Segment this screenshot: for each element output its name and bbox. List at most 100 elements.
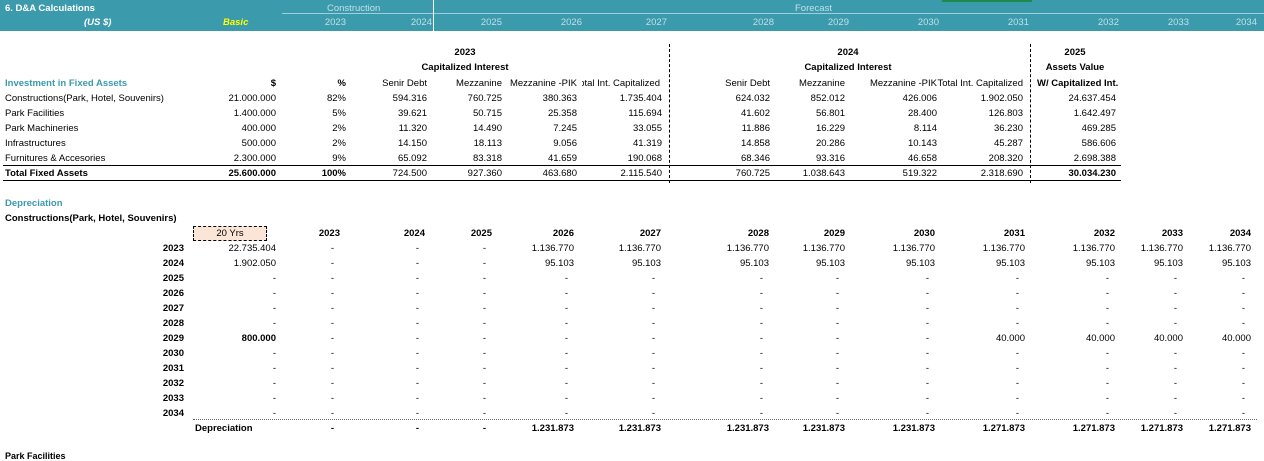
dep-cell: - bbox=[482, 393, 486, 404]
dep-cell: - bbox=[759, 288, 763, 299]
dep-cell: - bbox=[482, 408, 486, 419]
dep-cell: 95.103 bbox=[815, 258, 845, 269]
dep-cell: - bbox=[925, 303, 929, 314]
cap-int-2023: Capitalized Interest bbox=[421, 62, 509, 73]
dep-cell: - bbox=[759, 318, 763, 329]
cap-int-2024: Capitalized Interest bbox=[804, 62, 892, 73]
header-year: 2025 bbox=[480, 17, 502, 28]
forecast-label: Forecast bbox=[795, 3, 832, 14]
total-pct: 100% bbox=[321, 168, 346, 179]
dep-cell: - bbox=[330, 408, 334, 419]
header-year: 2030 bbox=[917, 17, 939, 28]
sub-header-2023: Mezzanine -PIK bbox=[509, 78, 577, 89]
dep-cell: - bbox=[759, 363, 763, 374]
dep-base-value: 800.000 bbox=[241, 333, 276, 344]
currency-label: (US $) bbox=[84, 17, 112, 28]
header-year: 2032 bbox=[1097, 17, 1119, 28]
dep-cell: - bbox=[482, 318, 486, 329]
dep-cell: 1.136.770 bbox=[726, 243, 769, 254]
total-assets-value: 30.034.230 bbox=[1068, 168, 1116, 179]
cap-int-2024-value: 14.858 bbox=[740, 138, 770, 149]
dep-cell: - bbox=[1105, 303, 1109, 314]
dep-cell: - bbox=[1105, 393, 1109, 404]
asset-pct: 5% bbox=[332, 108, 346, 119]
dep-cell: - bbox=[1105, 288, 1109, 299]
dep-cell: - bbox=[1241, 273, 1245, 284]
dep-cell: - bbox=[1105, 378, 1109, 389]
dep-cell: - bbox=[415, 378, 419, 389]
sheet-title: 6. D&A Calculations bbox=[5, 3, 95, 14]
dep-cell: - bbox=[1173, 288, 1177, 299]
dep-cell: 1.136.770 bbox=[802, 243, 845, 254]
dep-cell: - bbox=[564, 333, 568, 344]
dep-cell: 95.103 bbox=[1153, 258, 1183, 269]
dep-vintage-year: 2029 bbox=[162, 333, 184, 344]
dep-cell: - bbox=[482, 288, 486, 299]
header-year: 2026 bbox=[560, 17, 582, 28]
dep-year-header: 2030 bbox=[913, 228, 935, 239]
dep-cell: - bbox=[330, 348, 334, 359]
cap-int-2024-value: 93.316 bbox=[815, 153, 845, 164]
cap-int-2023-value: 190.068 bbox=[627, 153, 662, 164]
dep-cell: - bbox=[482, 363, 486, 374]
dep-cell: - bbox=[651, 378, 655, 389]
dep-cell: - bbox=[482, 273, 486, 284]
dep-cell: - bbox=[1015, 408, 1019, 419]
cap-int-2024-value: 208.320 bbox=[988, 153, 1023, 164]
cap-int-2023-value: 14.150 bbox=[397, 138, 427, 149]
asset-amount: 400.000 bbox=[241, 123, 276, 134]
dep-cell: 1.136.770 bbox=[618, 243, 661, 254]
dep-cell: - bbox=[651, 288, 655, 299]
dep-cell: - bbox=[415, 408, 419, 419]
dep-vintage-year: 2028 bbox=[162, 318, 184, 329]
dep-cell: - bbox=[415, 393, 419, 404]
dep-cell: - bbox=[1173, 393, 1177, 404]
useful-life-input[interactable]: 20 Yrs bbox=[193, 226, 267, 241]
dep-cell: - bbox=[1241, 408, 1245, 419]
dep-cell: - bbox=[651, 363, 655, 374]
col-pct: % bbox=[337, 78, 346, 89]
dep-base-value: 22.735.404 bbox=[228, 243, 276, 254]
dep-total-cell: 1.231.873 bbox=[726, 423, 769, 434]
dep-cell: - bbox=[835, 348, 839, 359]
dep-cell: - bbox=[1105, 273, 1109, 284]
inv-year-2024: 2024 bbox=[837, 47, 859, 58]
asset-name: Park Machineries bbox=[5, 123, 79, 134]
dep-cell: - bbox=[651, 408, 655, 419]
dep-year-header: 2023 bbox=[318, 228, 340, 239]
dep-cell: - bbox=[415, 333, 419, 344]
dep-cell: 95.103 bbox=[544, 258, 574, 269]
dep-cell: - bbox=[925, 333, 929, 344]
dep-year-header: 2026 bbox=[552, 228, 574, 239]
dep-total-cell: 1.231.873 bbox=[618, 423, 661, 434]
total-top-border bbox=[3, 165, 1121, 166]
scenario-label[interactable]: Basic bbox=[223, 17, 249, 28]
investment-title: Investment in Fixed Assets bbox=[5, 78, 128, 89]
cap-int-2024-value: 1.902.050 bbox=[980, 93, 1023, 104]
dep-cell: 95.103 bbox=[631, 258, 661, 269]
dep-cell: - bbox=[482, 243, 486, 254]
dep-cell: - bbox=[1173, 303, 1177, 314]
dep-total-cell: 1.231.873 bbox=[531, 423, 574, 434]
cap-int-2024-value: 624.032 bbox=[735, 93, 770, 104]
cap-int-2024-value: 10.143 bbox=[907, 138, 937, 149]
cap-int-2023-value: 39.621 bbox=[397, 108, 427, 119]
construction-bracket bbox=[282, 13, 433, 14]
dep-cell: - bbox=[1241, 318, 1245, 329]
cap-int-2023-value: 83.318 bbox=[472, 153, 502, 164]
cap-int-2023-value: 380.363 bbox=[542, 93, 577, 104]
dep-total-cell: - bbox=[330, 423, 334, 434]
cap-int-2023-value: 9.056 bbox=[553, 138, 577, 149]
dep-cell: 95.103 bbox=[1221, 258, 1251, 269]
header-year: 2023 bbox=[324, 17, 346, 28]
asset-total-value: 586.606 bbox=[1081, 138, 1116, 149]
dep-cell: 1.136.770 bbox=[1140, 243, 1183, 254]
dep-vintage-year: 2024 bbox=[162, 258, 184, 269]
cap-int-2024-value: 20.286 bbox=[815, 138, 845, 149]
dep-cell: - bbox=[1015, 393, 1019, 404]
cap-int-2024-value: 68.346 bbox=[740, 153, 770, 164]
dep-total-cell: - bbox=[415, 423, 419, 434]
divider-2023 bbox=[669, 44, 670, 183]
dep-cell: - bbox=[651, 318, 655, 329]
dep-vintage-year: 2033 bbox=[162, 393, 184, 404]
